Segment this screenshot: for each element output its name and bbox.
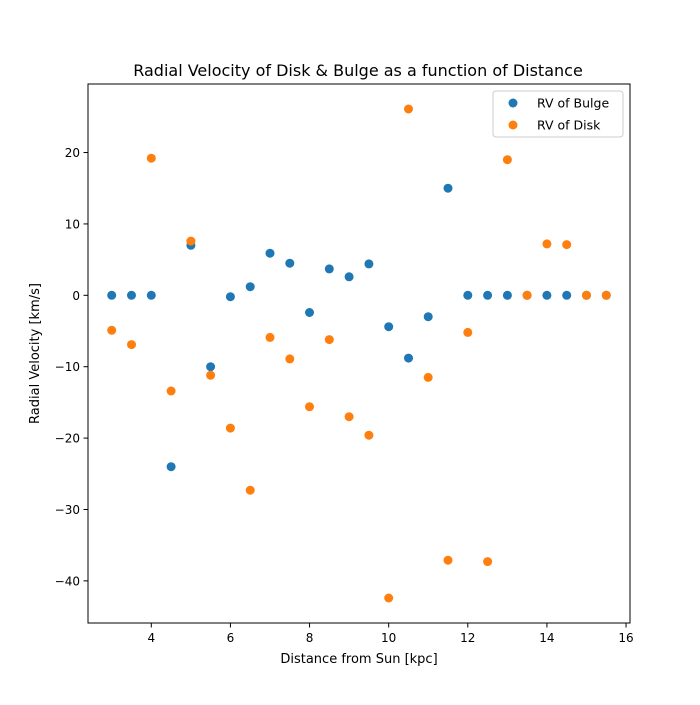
data-point bbox=[463, 327, 473, 337]
data-point bbox=[423, 372, 433, 382]
data-point bbox=[423, 312, 433, 322]
data-point bbox=[384, 593, 394, 603]
data-point bbox=[344, 412, 354, 422]
data-point bbox=[206, 362, 216, 372]
data-point bbox=[502, 290, 512, 300]
data-point bbox=[443, 183, 453, 193]
data-point bbox=[483, 557, 493, 567]
y-axis-label: Radial Velocity [km/s] bbox=[28, 283, 43, 424]
chart-title: Radial Velocity of Disk & Bulge as a fun… bbox=[133, 61, 583, 80]
series-disk bbox=[107, 104, 611, 603]
x-tick-label: 6 bbox=[227, 631, 235, 645]
data-point bbox=[265, 332, 275, 342]
data-point bbox=[483, 290, 493, 300]
y-tick-label: −30 bbox=[55, 503, 80, 517]
y-tick-label: −20 bbox=[55, 432, 80, 446]
data-point bbox=[364, 430, 374, 440]
y-tick-label: 10 bbox=[65, 217, 80, 231]
legend-label: RV of Bulge bbox=[537, 96, 609, 111]
data-point bbox=[562, 290, 572, 300]
data-point bbox=[265, 248, 275, 258]
data-point bbox=[404, 353, 413, 363]
legend: RV of Bulge RV of Disk bbox=[492, 90, 624, 138]
x-tick-label: 8 bbox=[306, 631, 314, 645]
x-tick-label: 4 bbox=[147, 631, 155, 645]
data-point bbox=[127, 290, 136, 300]
data-point bbox=[582, 290, 591, 300]
data-point bbox=[245, 282, 255, 292]
data-point bbox=[225, 423, 235, 433]
data-point bbox=[285, 354, 295, 364]
data-point bbox=[206, 370, 216, 380]
x-axis-label: Distance from Sun [kpc] bbox=[280, 652, 437, 667]
data-point bbox=[324, 264, 334, 274]
y-tick-label: −40 bbox=[55, 574, 80, 588]
y-tick-label: −10 bbox=[55, 360, 80, 374]
x-tick-label: 12 bbox=[460, 631, 475, 645]
legend-box bbox=[492, 90, 624, 138]
data-point bbox=[324, 335, 334, 345]
data-point bbox=[443, 555, 453, 565]
data-point bbox=[364, 259, 374, 269]
data-point bbox=[107, 325, 117, 335]
x-tick-label: 14 bbox=[539, 631, 554, 645]
legend-label: RV of Disk bbox=[537, 118, 601, 133]
legend-marker bbox=[508, 120, 518, 130]
data-point bbox=[384, 322, 394, 332]
data-point bbox=[404, 104, 413, 114]
data-point bbox=[305, 308, 314, 317]
legend-marker bbox=[508, 98, 518, 108]
data-point bbox=[542, 290, 552, 300]
data-point bbox=[344, 272, 354, 282]
y-tick-label: 0 bbox=[72, 289, 80, 303]
data-point bbox=[285, 258, 295, 268]
data-point bbox=[562, 240, 572, 250]
data-point bbox=[601, 290, 611, 300]
data-point bbox=[502, 155, 512, 165]
x-tick-label: 16 bbox=[618, 631, 633, 645]
data-point bbox=[245, 485, 255, 495]
data-point bbox=[186, 236, 196, 246]
data-point bbox=[166, 386, 176, 396]
x-tick-label: 10 bbox=[381, 631, 396, 645]
series-bulge bbox=[107, 183, 611, 472]
data-point bbox=[305, 402, 314, 412]
plot-content bbox=[107, 104, 611, 603]
data-point bbox=[146, 290, 156, 300]
y-axis-ticks: −40 −30 −20 −10 0 10 20 bbox=[55, 146, 88, 588]
data-point bbox=[127, 340, 136, 350]
data-point bbox=[225, 292, 235, 302]
data-point bbox=[107, 290, 117, 300]
plot-frame bbox=[87, 83, 631, 624]
data-point bbox=[542, 239, 552, 249]
data-point bbox=[166, 462, 176, 472]
data-point bbox=[146, 153, 156, 163]
x-axis-ticks: 4 6 8 10 12 14 16 bbox=[147, 623, 634, 645]
data-point bbox=[522, 290, 532, 300]
y-tick-label: 20 bbox=[65, 146, 80, 160]
data-point bbox=[463, 290, 473, 300]
